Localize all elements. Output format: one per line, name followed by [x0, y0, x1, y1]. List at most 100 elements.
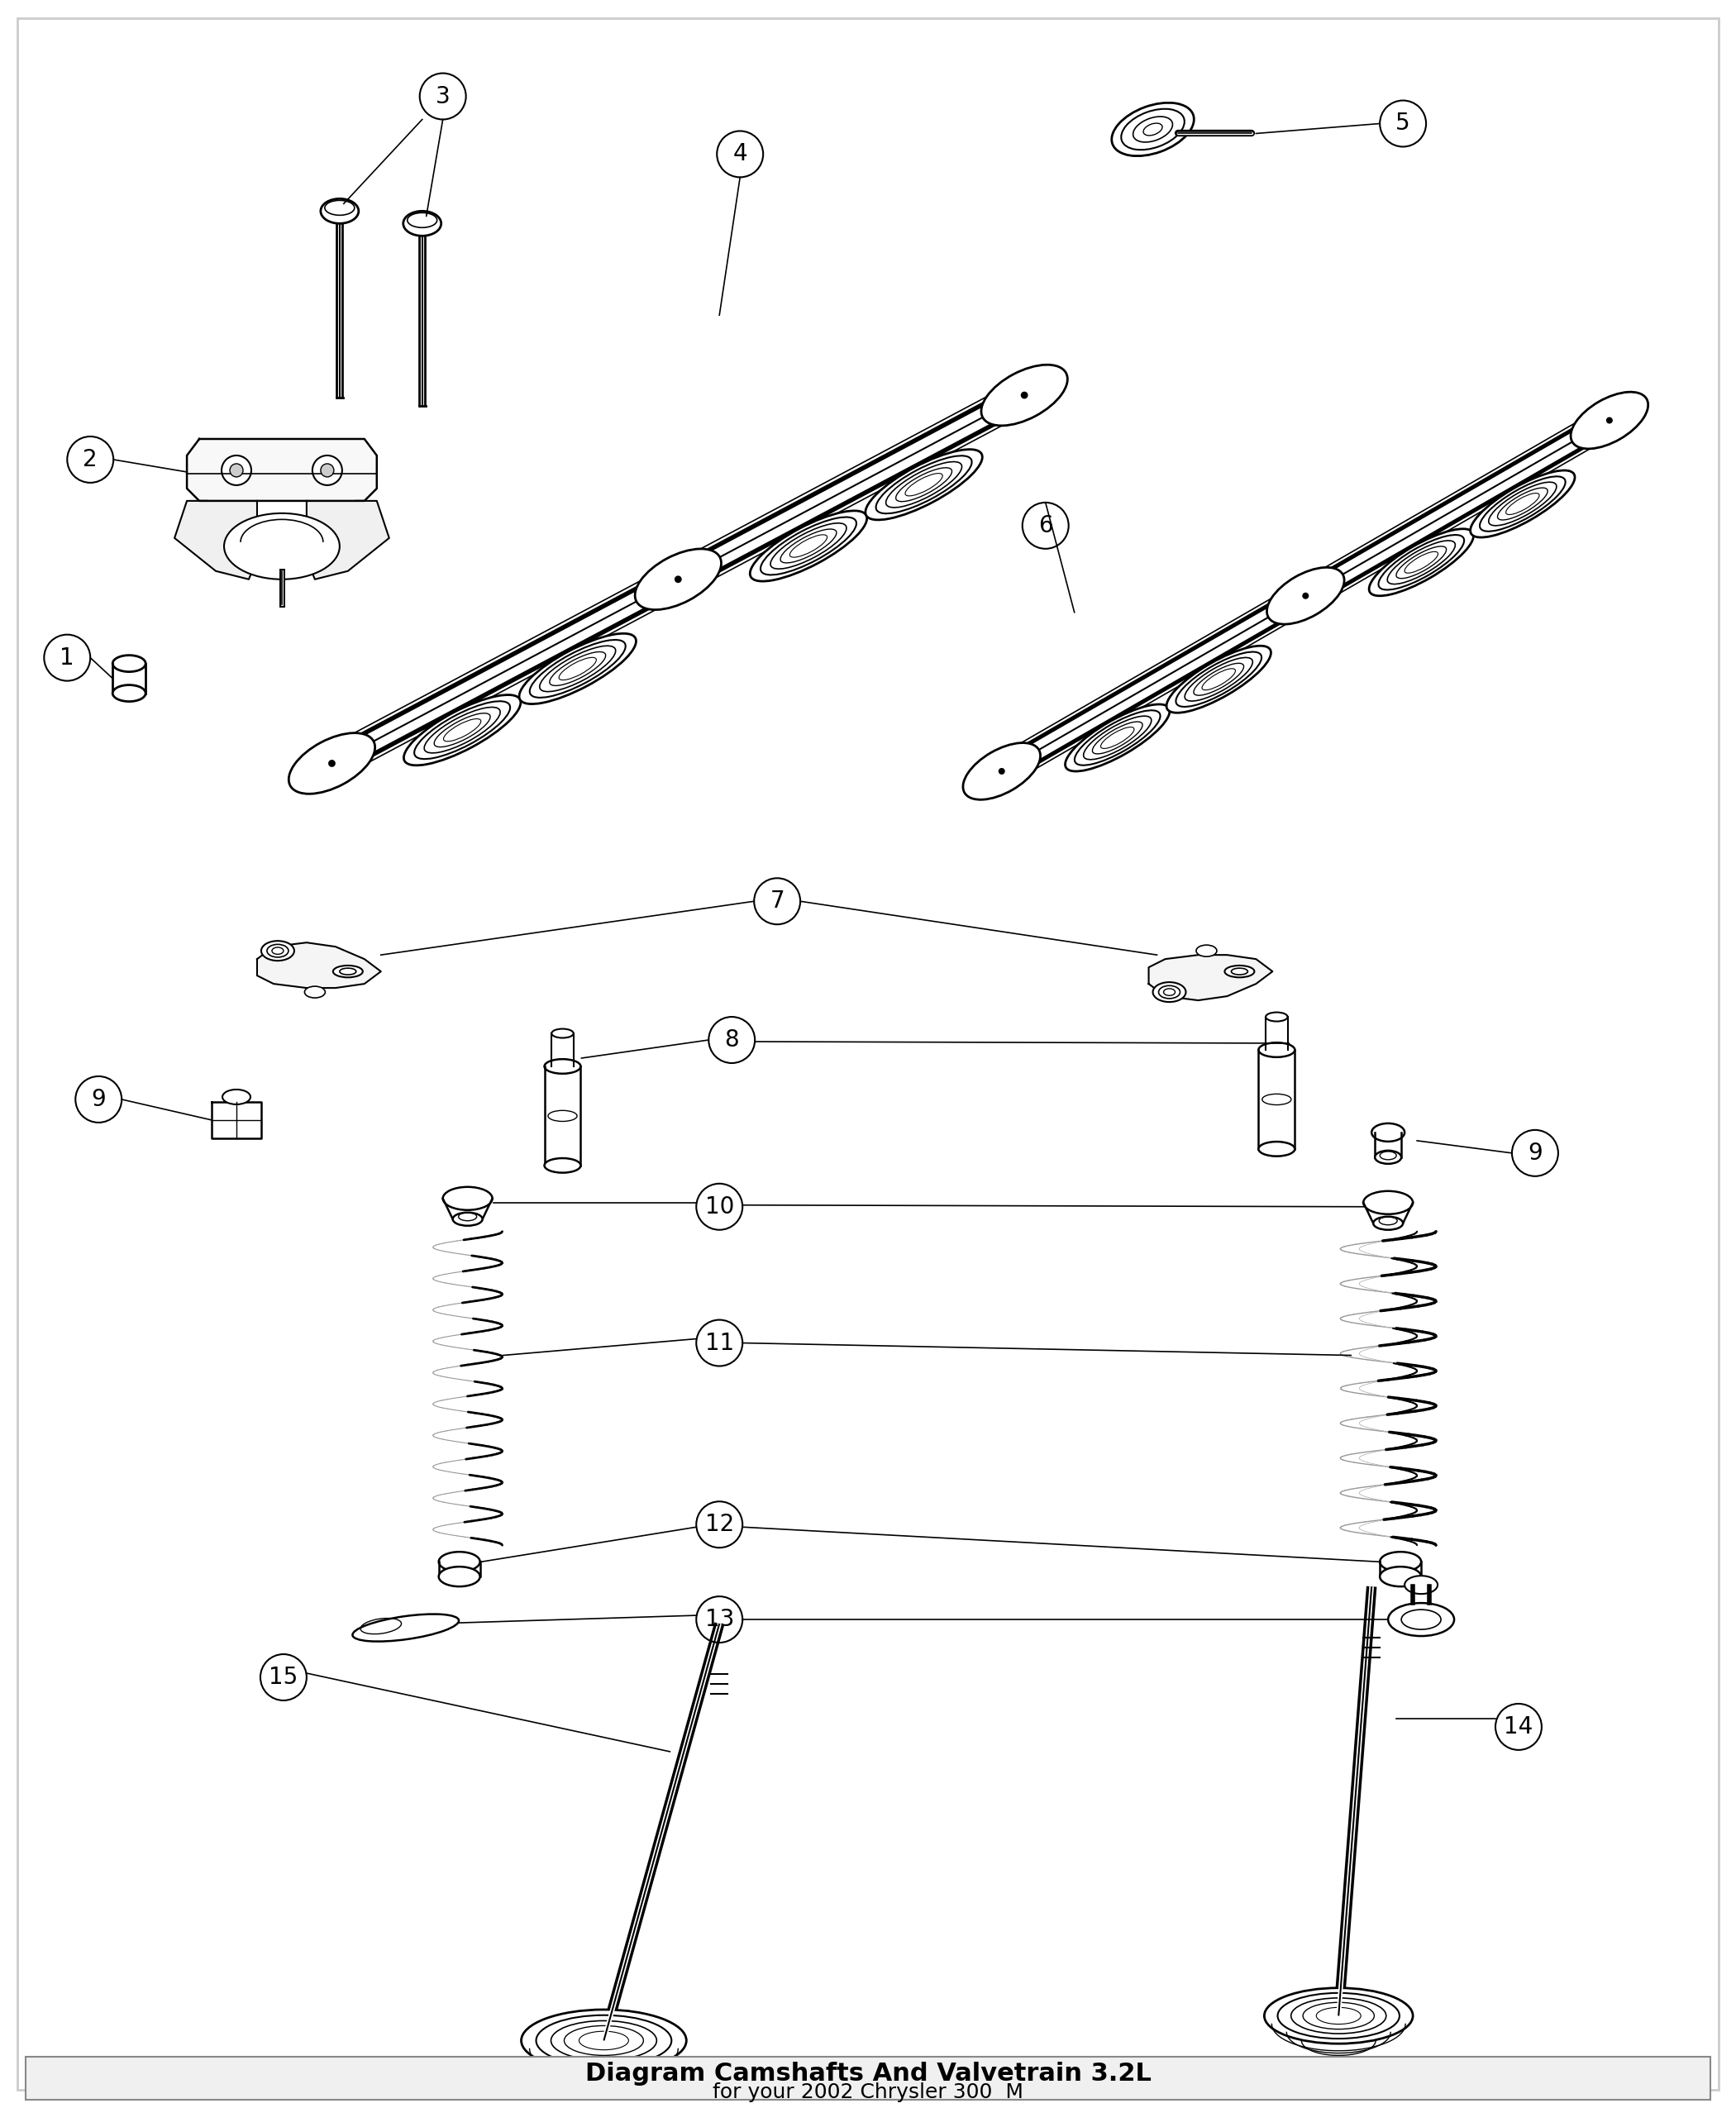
- Ellipse shape: [1201, 668, 1236, 689]
- Text: 7: 7: [769, 890, 785, 913]
- Ellipse shape: [443, 1187, 493, 1210]
- Ellipse shape: [1488, 483, 1557, 525]
- Text: Diagram Camshafts And Valvetrain 3.2L: Diagram Camshafts And Valvetrain 3.2L: [585, 2062, 1151, 2085]
- Ellipse shape: [1101, 727, 1134, 748]
- Ellipse shape: [559, 658, 597, 681]
- Ellipse shape: [222, 1090, 250, 1105]
- Ellipse shape: [635, 548, 720, 609]
- Ellipse shape: [550, 651, 606, 685]
- Circle shape: [675, 575, 682, 584]
- Ellipse shape: [304, 987, 325, 997]
- Ellipse shape: [113, 656, 146, 672]
- Ellipse shape: [790, 535, 826, 557]
- Ellipse shape: [1571, 392, 1647, 449]
- Ellipse shape: [260, 940, 293, 961]
- Polygon shape: [257, 942, 380, 989]
- Ellipse shape: [545, 1058, 582, 1073]
- Ellipse shape: [1498, 487, 1549, 521]
- Ellipse shape: [443, 719, 481, 742]
- Ellipse shape: [771, 523, 847, 569]
- Ellipse shape: [1375, 1151, 1401, 1164]
- Circle shape: [1606, 417, 1613, 424]
- Ellipse shape: [1196, 944, 1217, 957]
- Ellipse shape: [1194, 664, 1243, 696]
- Ellipse shape: [273, 946, 283, 955]
- FancyBboxPatch shape: [26, 2057, 1710, 2100]
- Ellipse shape: [439, 1566, 479, 1587]
- Ellipse shape: [288, 734, 375, 795]
- Ellipse shape: [1075, 710, 1160, 765]
- Ellipse shape: [1163, 989, 1175, 995]
- Circle shape: [328, 759, 335, 767]
- Text: 13: 13: [705, 1608, 734, 1632]
- Ellipse shape: [1404, 552, 1437, 573]
- Ellipse shape: [885, 462, 962, 508]
- Ellipse shape: [904, 474, 943, 495]
- Text: 10: 10: [705, 1195, 734, 1218]
- Ellipse shape: [1373, 1216, 1403, 1229]
- Ellipse shape: [352, 1615, 458, 1642]
- Ellipse shape: [453, 1212, 483, 1225]
- Circle shape: [222, 455, 252, 485]
- Ellipse shape: [1111, 103, 1194, 156]
- Ellipse shape: [1267, 567, 1344, 624]
- Ellipse shape: [1363, 1191, 1413, 1214]
- Ellipse shape: [1259, 1043, 1295, 1056]
- Ellipse shape: [403, 211, 441, 236]
- Ellipse shape: [750, 510, 866, 582]
- Text: 9: 9: [92, 1088, 106, 1111]
- Text: 8: 8: [724, 1029, 740, 1052]
- Ellipse shape: [224, 512, 340, 580]
- Ellipse shape: [1224, 965, 1255, 978]
- Ellipse shape: [545, 1157, 582, 1172]
- Ellipse shape: [1378, 535, 1463, 590]
- Ellipse shape: [1387, 540, 1455, 584]
- Circle shape: [321, 464, 333, 476]
- Ellipse shape: [1266, 1012, 1288, 1022]
- Ellipse shape: [439, 1551, 479, 1573]
- Ellipse shape: [1470, 470, 1575, 538]
- Ellipse shape: [540, 645, 616, 691]
- Text: 4: 4: [733, 143, 746, 167]
- Ellipse shape: [1401, 1611, 1441, 1629]
- Ellipse shape: [1371, 1124, 1404, 1143]
- Ellipse shape: [519, 635, 635, 704]
- Ellipse shape: [340, 968, 356, 974]
- Text: 6: 6: [1038, 514, 1052, 538]
- Ellipse shape: [877, 455, 972, 514]
- Polygon shape: [175, 502, 257, 580]
- Ellipse shape: [521, 2009, 686, 2072]
- Ellipse shape: [896, 468, 951, 502]
- Text: 1: 1: [61, 647, 75, 670]
- Circle shape: [998, 767, 1005, 774]
- Ellipse shape: [1479, 476, 1566, 531]
- Ellipse shape: [1167, 645, 1271, 713]
- Text: 14: 14: [1503, 1716, 1533, 1739]
- Circle shape: [312, 455, 342, 485]
- Ellipse shape: [415, 702, 510, 759]
- Ellipse shape: [1370, 529, 1474, 597]
- Ellipse shape: [321, 198, 359, 223]
- Ellipse shape: [1396, 546, 1446, 578]
- Circle shape: [229, 464, 243, 476]
- Ellipse shape: [1389, 1602, 1455, 1636]
- Ellipse shape: [1184, 658, 1253, 702]
- Text: 12: 12: [705, 1514, 734, 1537]
- Polygon shape: [1149, 955, 1272, 1001]
- Text: 3: 3: [436, 84, 450, 108]
- Ellipse shape: [529, 641, 625, 698]
- Ellipse shape: [1264, 1988, 1413, 2043]
- Ellipse shape: [1153, 982, 1186, 1001]
- Ellipse shape: [1505, 493, 1540, 514]
- Ellipse shape: [1175, 651, 1262, 706]
- Ellipse shape: [1066, 704, 1170, 772]
- Ellipse shape: [267, 944, 288, 957]
- Ellipse shape: [1158, 987, 1180, 999]
- Circle shape: [1302, 592, 1309, 599]
- Ellipse shape: [552, 1029, 573, 1037]
- Ellipse shape: [404, 696, 521, 765]
- Text: 15: 15: [269, 1665, 299, 1689]
- Text: for your 2002 Chrysler 300  M: for your 2002 Chrysler 300 M: [712, 2083, 1024, 2102]
- Ellipse shape: [1231, 968, 1248, 974]
- Ellipse shape: [866, 449, 983, 521]
